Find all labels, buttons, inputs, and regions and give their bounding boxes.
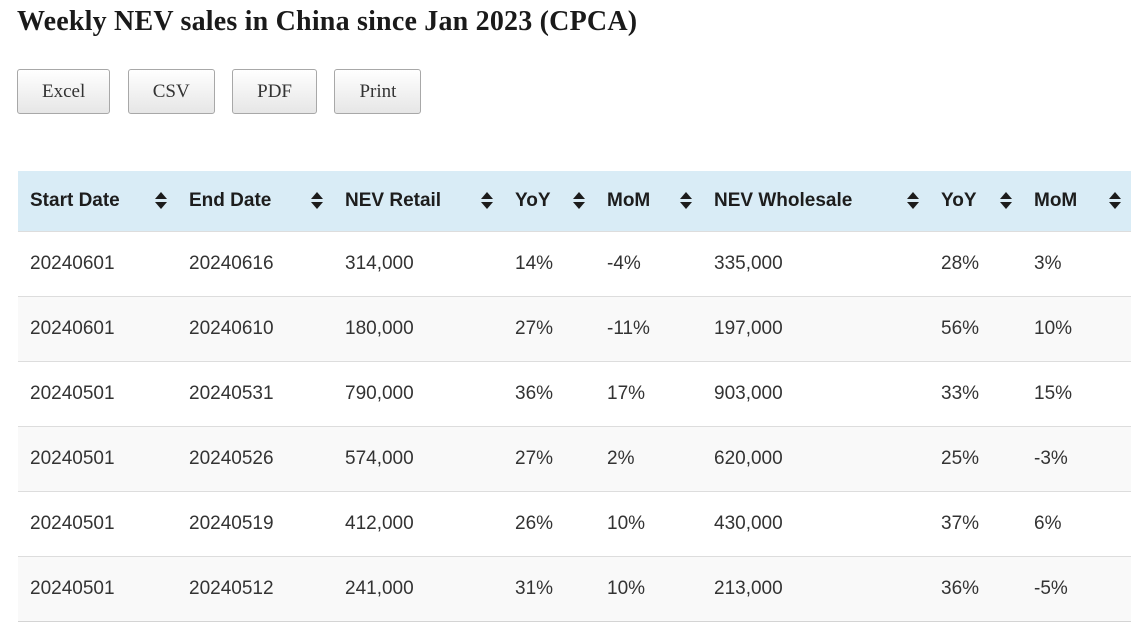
- cell-yoy-wholesale: 25%: [941, 447, 980, 469]
- cell-mom-retail: 2%: [607, 447, 635, 469]
- excel-button[interactable]: Excel: [17, 69, 111, 114]
- cell-nev-wholesale: 620,000: [714, 447, 783, 469]
- table-row: 20240601 20240616 314,000 14% -4% 335,00…: [18, 231, 1131, 296]
- table-row: 20240501 20240526 574,000 27% 2% 620,000…: [18, 426, 1131, 491]
- column-header-yoy-retail[interactable]: YoY: [503, 171, 595, 231]
- cell-nev-retail: 574,000: [345, 447, 414, 469]
- cell-yoy-retail: 36%: [515, 382, 554, 404]
- cell-yoy-retail: 27%: [515, 317, 554, 339]
- column-label: YoY: [941, 189, 977, 211]
- column-label: NEV Retail: [345, 189, 442, 211]
- csv-button[interactable]: CSV: [127, 69, 215, 114]
- cell-yoy-wholesale: 33%: [941, 382, 980, 404]
- sort-arrows-icon[interactable]: [1000, 192, 1012, 210]
- table-row: 20240501 20240512 241,000 31% 10% 213,00…: [18, 556, 1131, 621]
- column-label: End Date: [189, 189, 272, 211]
- cell-yoy-retail: 27%: [515, 447, 554, 469]
- cell-mom-wholesale: 6%: [1034, 512, 1062, 534]
- sort-arrows-icon[interactable]: [573, 192, 585, 210]
- column-header-mom-retail[interactable]: MoM: [595, 171, 702, 231]
- cell-yoy-retail: 26%: [515, 512, 554, 534]
- column-header-mom-wholesale[interactable]: MoM: [1022, 171, 1131, 231]
- table-row: 20240601 20240610 180,000 27% -11% 197,0…: [18, 296, 1131, 361]
- sort-arrows-icon[interactable]: [680, 192, 692, 210]
- cell-mom-retail: 17%: [607, 382, 646, 404]
- column-label: MoM: [1034, 189, 1078, 211]
- cell-yoy-wholesale: 37%: [941, 512, 980, 534]
- table-header: Start Date End Date NEV Retail YoY: [18, 171, 1131, 231]
- table-body: 20240601 20240616 314,000 14% -4% 335,00…: [18, 231, 1131, 621]
- column-label: YoY: [515, 189, 551, 211]
- cell-end-date: 20240512: [189, 577, 274, 599]
- cell-nev-wholesale: 197,000: [714, 317, 783, 339]
- cell-start-date: 20240501: [30, 577, 115, 599]
- cell-yoy-wholesale: 36%: [941, 577, 980, 599]
- cell-end-date: 20240519: [189, 512, 274, 534]
- cell-end-date: 20240616: [189, 252, 274, 274]
- cell-mom-retail: -4%: [607, 252, 641, 274]
- cell-nev-wholesale: 335,000: [714, 252, 783, 274]
- table-row: 20240501 20240531 790,000 36% 17% 903,00…: [18, 361, 1131, 426]
- cell-nev-wholesale: 430,000: [714, 512, 783, 534]
- column-header-yoy-wholesale[interactable]: YoY: [929, 171, 1022, 231]
- cell-mom-wholesale: -5%: [1034, 577, 1068, 599]
- cell-yoy-wholesale: 28%: [941, 252, 980, 274]
- column-header-end-date[interactable]: End Date: [177, 171, 333, 231]
- cell-mom-retail: 10%: [607, 512, 646, 534]
- column-header-nev-wholesale[interactable]: NEV Wholesale: [702, 171, 929, 231]
- pdf-button[interactable]: PDF: [232, 69, 317, 114]
- cell-end-date: 20240526: [189, 447, 274, 469]
- cell-end-date: 20240531: [189, 382, 274, 404]
- sort-arrows-icon[interactable]: [1109, 192, 1121, 210]
- cell-yoy-wholesale: 56%: [941, 317, 980, 339]
- cell-start-date: 20240501: [30, 512, 115, 534]
- cell-mom-wholesale: 10%: [1034, 317, 1073, 339]
- sort-arrows-icon[interactable]: [155, 192, 167, 210]
- cell-mom-wholesale: 3%: [1034, 252, 1062, 274]
- cell-nev-retail: 180,000: [345, 317, 414, 339]
- sort-arrows-icon[interactable]: [481, 192, 493, 210]
- cell-nev-wholesale: 903,000: [714, 382, 783, 404]
- cell-start-date: 20240501: [30, 382, 115, 404]
- export-toolbar: Excel CSV PDF Print: [17, 69, 1139, 114]
- cell-mom-wholesale: -3%: [1034, 447, 1068, 469]
- sort-arrows-icon[interactable]: [907, 192, 919, 210]
- column-header-start-date[interactable]: Start Date: [18, 171, 177, 231]
- cell-nev-retail: 314,000: [345, 252, 414, 274]
- table-row: 20240501 20240519 412,000 26% 10% 430,00…: [18, 491, 1131, 556]
- cell-start-date: 20240601: [30, 317, 115, 339]
- column-label: MoM: [607, 189, 651, 211]
- column-header-nev-retail[interactable]: NEV Retail: [333, 171, 503, 231]
- print-button[interactable]: Print: [334, 69, 422, 114]
- cell-nev-wholesale: 213,000: [714, 577, 783, 599]
- cell-mom-retail: 10%: [607, 577, 646, 599]
- cell-start-date: 20240501: [30, 447, 115, 469]
- cell-start-date: 20240601: [30, 252, 115, 274]
- column-label: NEV Wholesale: [714, 189, 853, 211]
- nev-sales-table: Start Date End Date NEV Retail YoY: [18, 171, 1131, 622]
- sort-arrows-icon[interactable]: [311, 192, 323, 210]
- cell-yoy-retail: 31%: [515, 577, 554, 599]
- cell-yoy-retail: 14%: [515, 252, 554, 274]
- page-title: Weekly NEV sales in China since Jan 2023…: [17, 6, 638, 37]
- cell-mom-wholesale: 15%: [1034, 382, 1073, 404]
- cell-nev-retail: 412,000: [345, 512, 414, 534]
- cell-nev-retail: 241,000: [345, 577, 414, 599]
- column-label: Start Date: [30, 189, 120, 211]
- cell-mom-retail: -11%: [607, 317, 650, 339]
- cell-end-date: 20240610: [189, 317, 274, 339]
- cell-nev-retail: 790,000: [345, 382, 414, 404]
